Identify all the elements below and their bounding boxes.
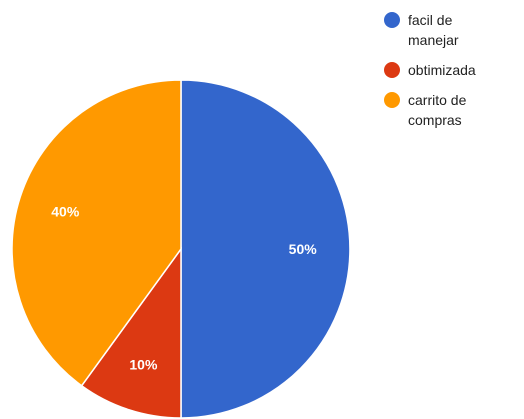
legend-label-2-line-0: carrito de <box>408 92 467 108</box>
legend-swatch-0 <box>384 12 400 28</box>
legend-label-2-line-1: compras <box>408 112 462 128</box>
legend-label-0-line-0: facil de <box>408 12 453 28</box>
legend-label-0-line-1: manejar <box>408 32 459 48</box>
pie-labels: 50% 10% 40% <box>51 203 317 372</box>
legend-swatch-1 <box>384 62 400 78</box>
legend-label-1-line-0: obtimizada <box>408 62 476 78</box>
pie-slice-0 <box>180 79 351 419</box>
pie-slice-2 <box>11 79 182 387</box>
legend: facil de manejar obtimizada carrito de compr… <box>384 12 476 128</box>
pie-slices <box>11 79 351 419</box>
legend-swatch-2 <box>384 92 400 108</box>
slice-label-0: 50% <box>289 241 318 257</box>
pie-slice-1 <box>80 246 182 419</box>
slice-label-2: 40% <box>51 203 80 219</box>
slice-label-1: 10% <box>129 357 158 373</box>
